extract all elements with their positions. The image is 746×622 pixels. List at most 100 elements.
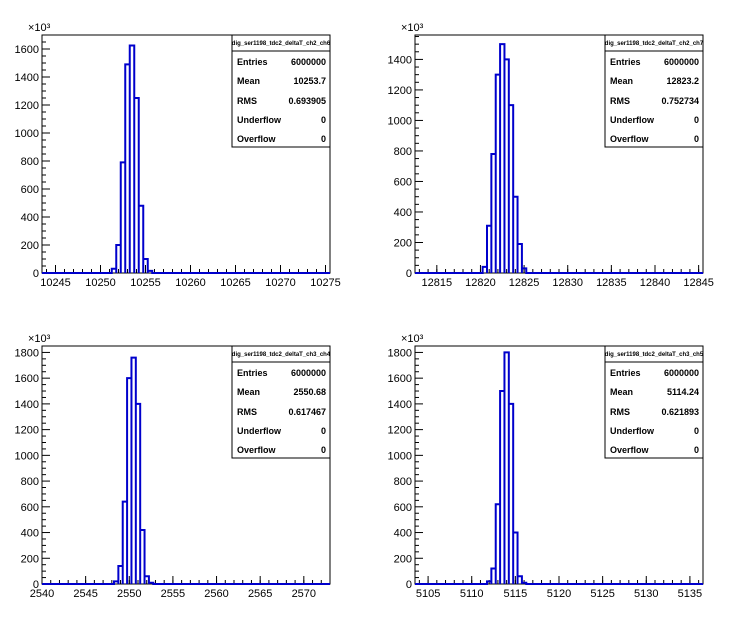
stat-value-underflow: 0 [694,115,699,125]
x-tick-label: 12815 [422,277,453,289]
stat-value-rms: 0.617467 [288,407,326,417]
y-axis: 0 200 400 600 800 1000 1200 1400 1600 1800 [388,347,423,591]
stat-label-rms: RMS [610,96,630,106]
stat-value-overflow: 0 [694,445,699,455]
stat-label-mean: Mean [610,387,633,397]
x-tick-label: 10255 [130,277,161,289]
stats-box: dig_ser1198_tdc2_deltaT_ch2_ch6 Entries … [231,34,331,148]
y-tick-label: 1400 [15,72,39,84]
x-tick-label: 12820 [465,277,496,289]
x-tick-label: 2570 [292,588,316,600]
y-tick-label: 1400 [388,399,412,411]
y-tick-label: 1000 [388,115,412,127]
x-tick-label: 5120 [547,588,571,600]
stat-value-mean: 5114.24 [667,387,699,397]
stat-label-rms: RMS [237,96,257,106]
x-tick-label: 12830 [552,277,583,289]
y-multiplier: ×10³ [401,22,424,34]
x-tick-label: 10245 [40,277,71,289]
x-tick-label: 10250 [85,277,116,289]
x-tick-label: 10270 [265,277,296,289]
y-tick-label: 1600 [15,44,39,56]
stat-value-mean: 12823.2 [666,76,699,86]
y-tick-label: 1400 [388,54,412,66]
y-tick-label: 800 [394,146,412,158]
stat-label-entries: Entries [237,368,268,378]
stat-value-overflow: 0 [321,445,326,455]
stat-label-underflow: Underflow [237,115,282,125]
y-tick-label: 400 [21,528,39,540]
y-tick-label: 0 [33,579,39,591]
stat-label-rms: RMS [237,407,257,417]
stats-box: dig_ser1198_tdc2_deltaT_ch3_ch4 Entries … [231,345,331,459]
stat-value-rms: 0.752734 [661,96,699,106]
y-tick-label: 200 [21,240,39,252]
y-tick-label: 1800 [388,347,412,359]
y-tick-label: 200 [394,553,412,565]
y-axis: 0 200 400 600 800 1000 1200 1400 [388,36,423,280]
histogram-pad-ch2-ch6: 0 200 400 600 800 1000 1200 1400 1600 10245 10250… [15,22,341,289]
x-tick-label: 12845 [683,277,714,289]
stat-label-overflow: Overflow [610,134,650,144]
x-tick-label: 5110 [460,588,484,600]
y-tick-label: 800 [21,476,39,488]
stat-value-rms: 0.693905 [288,96,326,106]
stat-label-mean: Mean [610,76,633,86]
stats-box: dig_ser1198_tdc2_deltaT_ch2_ch7 Entries … [604,34,704,148]
x-tick-label: 5105 [416,588,440,600]
stats-title: dig_ser1198_tdc2_deltaT_ch3_ch5 [605,352,704,358]
stats-box: dig_ser1198_tdc2_deltaT_ch3_ch5 Entries … [604,345,704,459]
histogram-line [42,44,330,274]
y-tick-label: 1200 [388,425,412,437]
y-tick-label: 0 [406,268,412,280]
y-tick-label: 1400 [15,399,39,411]
y-tick-label: 1000 [388,450,412,462]
x-tick-label: 5125 [590,588,614,600]
x-tick-label: 2545 [73,588,97,600]
y-tick-label: 200 [394,237,412,249]
stat-label-overflow: Overflow [610,445,650,455]
x-axis: 10245 10250 10255 10260 10265 10270 10275 [40,265,341,289]
x-tick-label: 12825 [509,277,540,289]
stat-label-overflow: Overflow [237,445,277,455]
x-tick-label: 2550 [117,588,141,600]
histogram-line [415,351,703,585]
x-tick-label: 5115 [504,588,528,600]
y-tick-label: 1200 [15,425,39,437]
stat-value-entries: 6000000 [291,368,326,378]
stat-label-mean: Mean [237,76,260,86]
y-tick-label: 0 [406,579,412,591]
stat-value-overflow: 0 [321,134,326,144]
stat-value-entries: 6000000 [664,57,699,67]
stat-value-rms: 0.621893 [661,407,699,417]
stat-label-entries: Entries [610,368,641,378]
x-tick-label: 5135 [678,588,702,600]
stat-value-underflow: 0 [694,426,699,436]
stat-value-mean: 10253.7 [293,76,326,86]
stat-value-entries: 6000000 [291,57,326,67]
y-tick-label: 400 [394,207,412,219]
y-multiplier: ×10³ [401,333,424,345]
y-multiplier: ×10³ [28,22,51,34]
y-tick-label: 0 [33,268,39,280]
stat-label-rms: RMS [610,407,630,417]
y-tick-label: 1000 [15,450,39,462]
stat-label-entries: Entries [610,57,641,67]
y-tick-label: 600 [21,502,39,514]
y-tick-label: 200 [21,553,39,565]
y-tick-label: 1000 [15,128,39,140]
stats-title: dig_ser1198_tdc2_deltaT_ch2_ch7 [605,41,704,47]
y-tick-label: 600 [21,184,39,196]
y-tick-label: 600 [394,502,412,514]
y-tick-label: 1600 [388,373,412,385]
y-tick-label: 1800 [15,347,39,359]
y-tick-label: 800 [394,476,412,488]
x-tick-label: 10265 [220,277,251,289]
histogram-pad-ch2-ch7: 0 200 400 600 800 1000 1200 1400 12815 12820 1282… [388,22,714,289]
x-axis: 12815 12820 12825 12830 12835 12840 12845 [418,265,714,289]
stats-title: dig_ser1198_tdc2_deltaT_ch3_ch4 [232,352,331,358]
y-tick-label: 1200 [15,100,39,112]
x-tick-label: 10260 [175,277,206,289]
